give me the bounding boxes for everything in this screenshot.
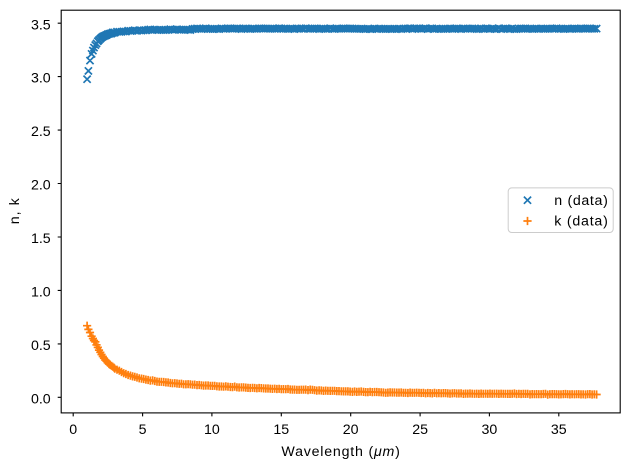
svg-text:3.5: 3.5: [31, 17, 51, 33]
svg-text:25: 25: [412, 422, 428, 438]
svg-text:Wavelength (μm): Wavelength (μm): [281, 444, 400, 460]
svg-text:30: 30: [482, 422, 498, 438]
svg-text:1.5: 1.5: [31, 231, 51, 247]
svg-text:2.5: 2.5: [31, 124, 51, 140]
svg-text:0.5: 0.5: [31, 338, 51, 354]
svg-text:35: 35: [551, 422, 567, 438]
svg-text:n (data): n (data): [554, 193, 608, 209]
svg-text:5: 5: [139, 422, 147, 438]
svg-text:20: 20: [343, 422, 359, 438]
svg-text:1.0: 1.0: [31, 285, 51, 301]
svg-text:10: 10: [204, 422, 220, 438]
svg-text:0: 0: [69, 422, 77, 438]
svg-text:3.0: 3.0: [31, 71, 51, 87]
svg-text:k (data): k (data): [554, 214, 608, 230]
svg-text:15: 15: [273, 422, 289, 438]
svg-text:0.0: 0.0: [31, 391, 51, 407]
svg-text:2.0: 2.0: [31, 178, 51, 194]
svg-text:n, k: n, k: [7, 197, 23, 224]
